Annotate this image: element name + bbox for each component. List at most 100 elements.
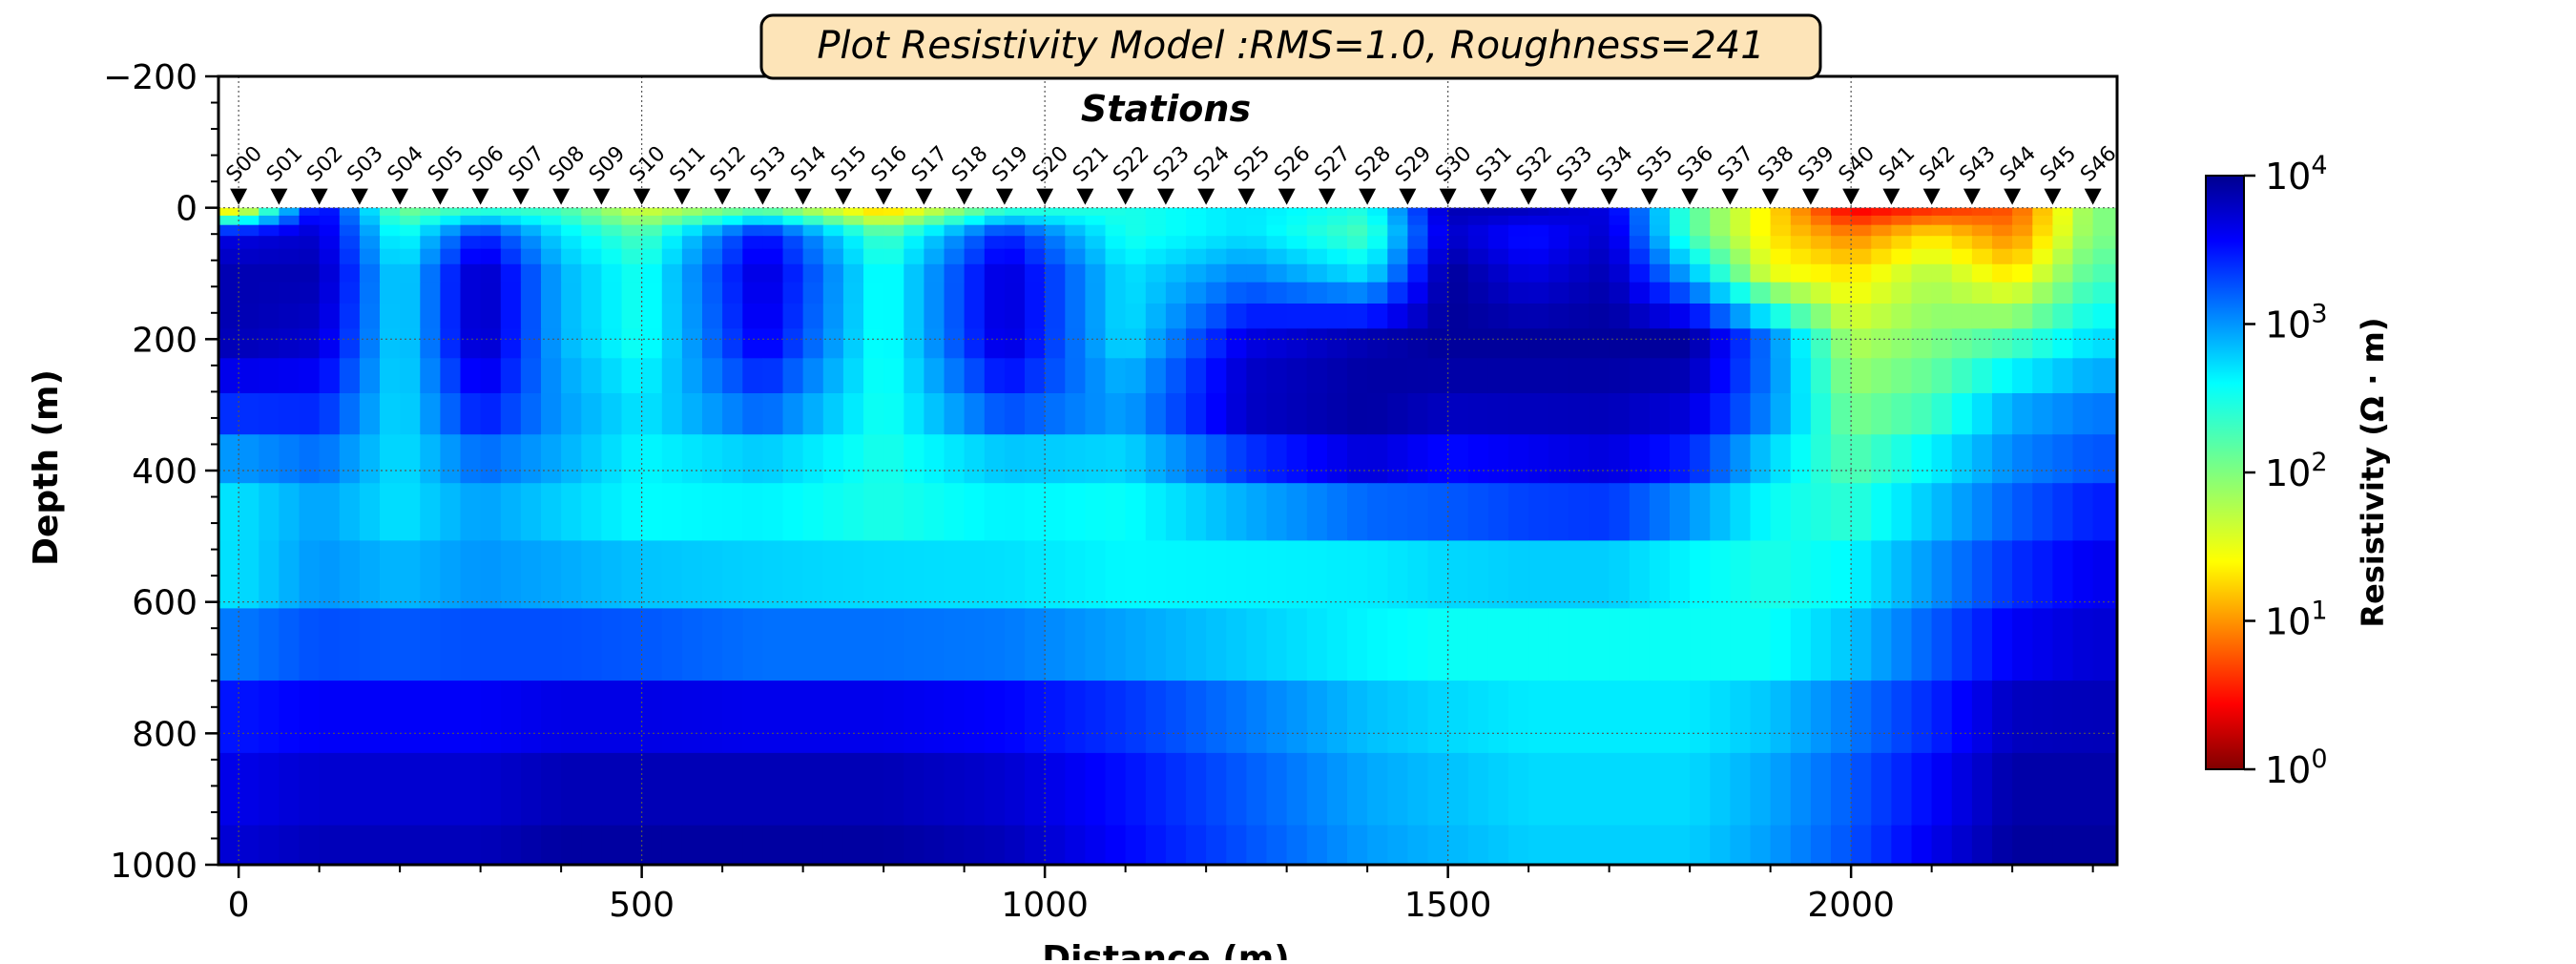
model-cell bbox=[1065, 608, 1087, 681]
station-marker bbox=[1036, 188, 1054, 205]
model-cell bbox=[984, 263, 1006, 283]
model-cell bbox=[2052, 681, 2074, 754]
station-marker bbox=[1156, 188, 1174, 205]
model-cell bbox=[319, 328, 341, 360]
model-cell bbox=[944, 752, 966, 827]
model-cell bbox=[279, 393, 301, 435]
model-cell bbox=[520, 207, 542, 217]
model-cell bbox=[520, 304, 542, 330]
model-cell bbox=[782, 681, 804, 754]
model-cell bbox=[1246, 282, 1268, 304]
model-cell bbox=[883, 236, 904, 250]
model-cell bbox=[279, 540, 301, 610]
model-cell bbox=[400, 825, 421, 866]
model-cell bbox=[1004, 393, 1026, 435]
model-cell bbox=[239, 608, 260, 681]
station-label: S31 bbox=[1471, 142, 1516, 187]
model-cell bbox=[1286, 215, 1308, 226]
model-cell bbox=[279, 236, 301, 250]
model-cell bbox=[1589, 215, 1610, 226]
model-cell bbox=[964, 608, 986, 681]
model-cell bbox=[1206, 224, 1227, 237]
model-cell bbox=[1730, 263, 1752, 283]
model-cell bbox=[722, 224, 743, 237]
model-cell bbox=[601, 540, 623, 610]
model-cell bbox=[1992, 328, 2013, 360]
model-cell bbox=[1609, 358, 1631, 394]
model-cell bbox=[359, 825, 381, 866]
model-cell bbox=[279, 608, 301, 681]
model-cell bbox=[1165, 304, 1187, 330]
model-cell bbox=[1206, 393, 1227, 435]
model-cell bbox=[2032, 483, 2054, 542]
model-cell bbox=[420, 681, 442, 754]
model-cell bbox=[520, 483, 542, 542]
model-cell bbox=[601, 236, 623, 250]
model-cell bbox=[1487, 282, 1509, 304]
model-cell bbox=[239, 358, 260, 394]
model-cell bbox=[1246, 248, 1268, 265]
station-marker bbox=[1761, 188, 1779, 205]
model-cell bbox=[1226, 358, 1248, 394]
model-cell bbox=[822, 224, 844, 237]
station-marker bbox=[2004, 188, 2022, 205]
model-cell bbox=[1931, 328, 1953, 360]
model-cell bbox=[1186, 540, 1207, 610]
model-cell bbox=[1548, 282, 1570, 304]
model-cell bbox=[1508, 207, 1529, 217]
model-cell bbox=[541, 248, 562, 265]
model-cell bbox=[1085, 236, 1107, 250]
model-cell bbox=[1145, 434, 1167, 484]
model-cell bbox=[1951, 608, 1973, 681]
model-cell bbox=[1286, 393, 1308, 435]
model-cell bbox=[1609, 825, 1631, 866]
model-cell bbox=[1670, 263, 1691, 283]
model-cell bbox=[1226, 752, 1248, 827]
model-cell bbox=[1851, 358, 1872, 394]
model-cell bbox=[1266, 752, 1288, 827]
model-cell bbox=[1528, 540, 1549, 610]
model-cell bbox=[601, 825, 623, 866]
model-cell bbox=[802, 236, 824, 250]
model-cell bbox=[1407, 215, 1429, 226]
model-cell bbox=[581, 328, 603, 360]
model-cell bbox=[1750, 540, 1772, 610]
model-cell bbox=[541, 434, 562, 484]
model-cell bbox=[702, 224, 723, 237]
model-cell bbox=[500, 434, 522, 484]
model-cell bbox=[1165, 236, 1187, 250]
model-cell bbox=[1690, 207, 1711, 217]
model-cell bbox=[924, 681, 945, 754]
model-cell bbox=[279, 207, 301, 217]
model-cell bbox=[641, 358, 663, 394]
model-cell bbox=[1266, 483, 1288, 542]
model-cell bbox=[964, 358, 986, 394]
model-cell bbox=[1407, 236, 1429, 250]
model-cell bbox=[1045, 483, 1066, 542]
model-cell bbox=[1447, 215, 1469, 226]
station-label: S22 bbox=[1109, 142, 1153, 187]
model-cell bbox=[1670, 207, 1691, 217]
model-cell bbox=[400, 207, 421, 217]
model-cell bbox=[601, 282, 623, 304]
model-cell bbox=[1427, 540, 1449, 610]
model-cell bbox=[259, 207, 280, 217]
model-cell bbox=[2112, 282, 2118, 304]
model-cell bbox=[1326, 224, 1348, 237]
model-cell bbox=[1690, 483, 1711, 542]
model-cell bbox=[641, 304, 663, 330]
model-cell bbox=[1387, 207, 1409, 217]
model-cell bbox=[1447, 393, 1469, 435]
model-cell bbox=[339, 358, 361, 394]
model-cell bbox=[1770, 282, 1792, 304]
model-cell bbox=[1367, 681, 1388, 754]
model-cell bbox=[681, 224, 703, 237]
model-cell bbox=[1266, 236, 1288, 250]
model-cell bbox=[1528, 752, 1549, 827]
model-cell bbox=[541, 304, 562, 330]
model-cell bbox=[1206, 207, 1227, 217]
model-cell bbox=[218, 207, 239, 217]
model-cell bbox=[842, 263, 864, 283]
model-cell bbox=[1246, 434, 1268, 484]
model-cell bbox=[541, 681, 562, 754]
